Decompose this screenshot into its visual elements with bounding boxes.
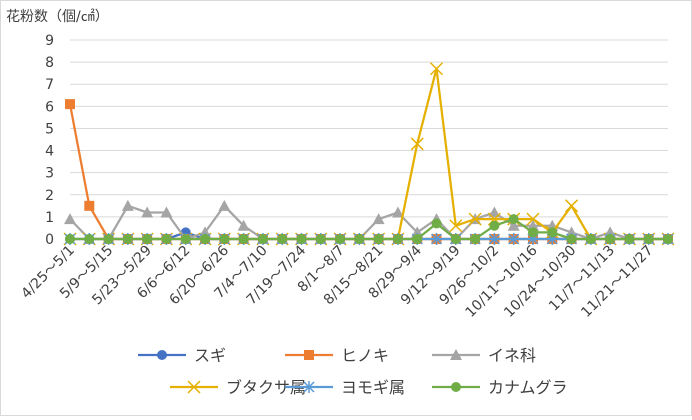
legend-marker [450, 349, 462, 360]
legend-item: カナムグラ [432, 378, 568, 397]
data-point [526, 212, 540, 226]
data-point [141, 206, 154, 218]
data-point [507, 219, 520, 231]
data-point [200, 234, 211, 244]
data-point [237, 219, 250, 231]
data-point [411, 226, 424, 238]
data-point [354, 234, 365, 244]
data-point [391, 206, 404, 218]
legend-label: カナムグラ [488, 378, 568, 397]
legend-label: ブタクサ属 [226, 378, 306, 397]
data-point [489, 220, 500, 231]
y-tick-label: 5 [45, 121, 54, 137]
data-point [392, 234, 403, 244]
legend-item: イネ科 [432, 346, 536, 365]
legend-marker [304, 350, 314, 360]
data-point [65, 234, 75, 244]
y-tick-label: 0 [45, 232, 54, 248]
y-tick-labels: 0 1 2 3 4 5 6 7 8 9 [45, 33, 54, 248]
data-point [410, 137, 424, 151]
y-tick-label: 4 [45, 144, 54, 160]
legend-label: ヨモギ属 [341, 378, 405, 397]
data-point [335, 234, 346, 244]
data-point [488, 206, 501, 218]
y-tick-label: 2 [45, 188, 54, 204]
data-point [315, 234, 326, 244]
data-point [142, 234, 153, 244]
legend-item: ヒノキ [285, 346, 389, 365]
data-point [449, 219, 463, 233]
data-point [161, 234, 172, 244]
data-point [488, 233, 500, 245]
legend-label: ヒノキ [341, 346, 389, 365]
legend-marker [157, 350, 167, 360]
legend-item: スギ [138, 346, 226, 365]
y-tick-label: 9 [45, 33, 54, 49]
data-point [643, 234, 654, 244]
legend-label: スギ [194, 346, 226, 365]
legend-label: イネ科 [488, 346, 536, 365]
data-point [373, 234, 384, 244]
data-point [277, 234, 288, 244]
data-point [470, 234, 481, 244]
y-tick-label: 3 [45, 166, 54, 182]
y-tick-label: 1 [45, 210, 54, 226]
data-point [468, 212, 482, 226]
data-point [585, 234, 596, 244]
data-point [508, 214, 519, 225]
legend-item: ヨモギ属 [285, 378, 405, 397]
data-point [450, 234, 461, 244]
data-point [219, 234, 230, 244]
data-point [257, 234, 268, 244]
y-tick-label: 7 [45, 77, 54, 93]
data-point [160, 206, 173, 218]
y-axis-label: 花粉数（個/㎠） [6, 9, 109, 25]
data-point [218, 199, 231, 211]
data-point [121, 199, 134, 211]
data-point [65, 99, 75, 110]
data-point [199, 226, 212, 238]
data-point [527, 227, 538, 238]
data-point [526, 219, 539, 231]
data-point [508, 233, 520, 245]
data-point [180, 234, 191, 244]
legend-marker [451, 382, 461, 392]
data-point [122, 234, 133, 244]
data-point [566, 234, 577, 244]
data-point [547, 227, 558, 238]
data-point [624, 234, 635, 244]
series-カナムグラ [65, 214, 673, 244]
data-point [64, 213, 76, 225]
data-point [604, 226, 617, 238]
data-point [430, 233, 443, 245]
data-point [565, 226, 578, 238]
y-tick-label: 8 [45, 55, 54, 71]
data-point [431, 218, 442, 229]
series-lines [63, 62, 675, 246]
data-point [84, 200, 95, 211]
legend-item: ブタクサ属 [170, 378, 306, 397]
legend-marker [187, 380, 201, 394]
data-point [238, 234, 249, 244]
data-point [663, 234, 673, 244]
data-point [296, 234, 307, 244]
data-point [103, 234, 114, 244]
data-point [412, 234, 423, 244]
data-point [372, 213, 385, 225]
data-point [84, 234, 95, 244]
legend-marker [303, 381, 315, 393]
data-point [429, 62, 444, 76]
y-tick-label: 6 [45, 99, 54, 115]
data-point [565, 199, 579, 213]
data-point [605, 234, 616, 244]
